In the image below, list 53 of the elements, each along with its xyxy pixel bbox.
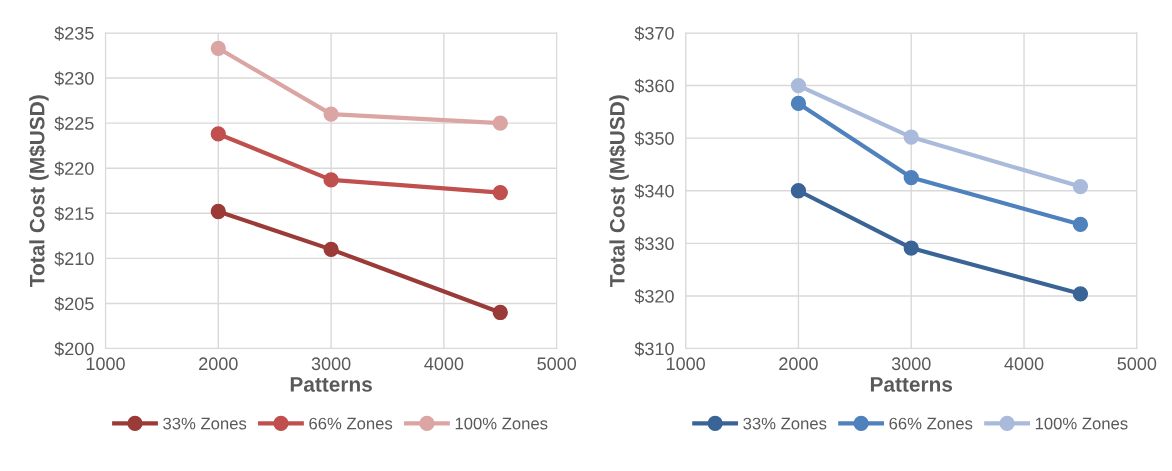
legend-label: 100% Zones [455, 417, 548, 430]
point [790, 95, 807, 112]
y-tick-label: $220 [54, 161, 94, 177]
y-tick-label: $215 [54, 206, 94, 222]
point [492, 304, 508, 321]
legend-label: 66% Zones [309, 417, 393, 430]
point [903, 240, 919, 256]
x-tick-label: 5000 [537, 357, 577, 371]
point [903, 129, 919, 145]
point [210, 203, 226, 220]
y-tick-label: $225 [54, 116, 94, 131]
point [1072, 286, 1089, 302]
point [210, 126, 226, 142]
x-tick-label: 2000 [779, 357, 818, 371]
x-tick-label: 3000 [891, 357, 931, 371]
y-tick-label: $205 [54, 296, 94, 312]
y-tick-label: $330 [634, 236, 674, 252]
point [1072, 178, 1089, 195]
x-tick-label: 3000 [311, 357, 351, 371]
y-tick-label: $200 [54, 341, 94, 357]
y-axis-title: Total Cost (M$USD) [609, 95, 629, 287]
x-tick-label: 4000 [1004, 357, 1044, 371]
point [323, 241, 339, 258]
y-tick-label: $370 [634, 26, 674, 41]
y-axis-title: Total Cost (M$USD) [28, 95, 49, 287]
y-tick-label: $350 [634, 131, 674, 146]
y-tick-label: $340 [634, 183, 674, 199]
point [1072, 216, 1089, 233]
point [903, 169, 919, 186]
x-tick-label: 4000 [424, 357, 464, 371]
point [790, 77, 807, 94]
legend-label: 33% Zones [163, 417, 247, 430]
legend-label: 100% Zones [1035, 417, 1128, 430]
legend-label: 66% Zones [889, 417, 973, 430]
point [492, 115, 508, 131]
y-tick-label: $360 [634, 78, 674, 94]
x-tick-label: 2000 [199, 357, 238, 371]
x-tick-label: 5000 [1117, 357, 1157, 371]
point [323, 172, 339, 188]
y-tick-label: $320 [634, 289, 674, 304]
point [210, 40, 226, 56]
x-axis-title: Patterns [290, 377, 372, 392]
y-tick-label: $230 [54, 71, 94, 86]
y-tick-label: $310 [634, 341, 674, 357]
x-tick-label: 1000 [666, 357, 705, 371]
point [790, 183, 807, 199]
y-tick-label: $235 [54, 26, 94, 41]
point [492, 184, 508, 201]
y-tick-label: $210 [54, 251, 94, 267]
x-axis-title: Patterns [870, 377, 953, 392]
x-tick-label: 1000 [86, 357, 125, 371]
point [323, 106, 339, 122]
legend-label: 33% Zones [743, 417, 827, 430]
